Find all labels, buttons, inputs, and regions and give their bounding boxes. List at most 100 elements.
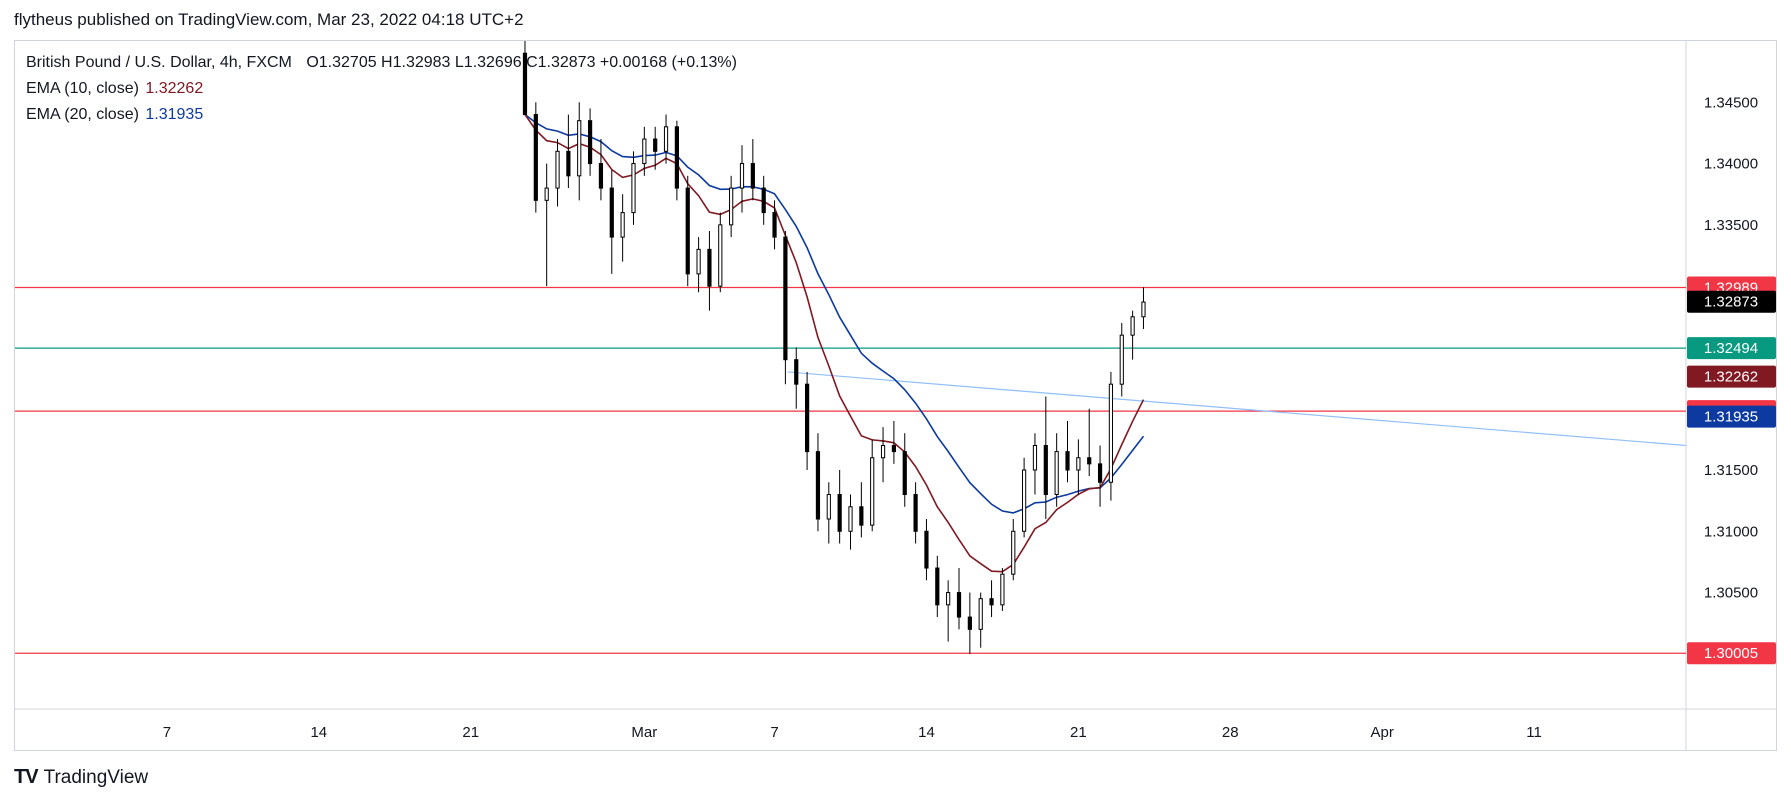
candle-body — [1054, 451, 1059, 496]
candle — [1065, 420, 1070, 483]
candle-body — [750, 163, 755, 189]
candle — [598, 139, 604, 201]
candle — [1022, 457, 1027, 538]
candle — [946, 580, 951, 642]
legend-ema20-row: EMA (20, close) 1.31935 — [26, 106, 203, 124]
candle — [1119, 322, 1124, 397]
price-label: 1.31935 — [1704, 409, 1758, 426]
legend-symbol: British Pound / U.S. Dollar, 4h, FXCM — [26, 54, 292, 71]
candle — [1130, 310, 1135, 360]
candle-body — [967, 616, 972, 630]
candle — [956, 568, 962, 630]
candle — [1076, 439, 1081, 495]
candle — [631, 151, 636, 225]
candle-body — [880, 444, 886, 459]
candle-body — [1011, 530, 1016, 575]
candle-body — [685, 187, 690, 275]
candle — [707, 230, 712, 311]
price-label-bg — [1687, 405, 1776, 428]
candle — [772, 200, 777, 250]
candle-body — [1097, 463, 1103, 483]
candle-body — [598, 163, 604, 189]
legend-ema20-label: EMA (20, close) — [26, 106, 139, 123]
candle-body — [533, 114, 538, 201]
candle — [555, 139, 560, 207]
candle — [653, 126, 658, 170]
candle — [1097, 445, 1103, 507]
candle-body — [1065, 451, 1070, 471]
candle-body — [956, 592, 962, 618]
x-tick-label: 21 — [462, 724, 479, 741]
candle-body — [696, 248, 701, 275]
candle-body — [631, 163, 636, 214]
candle-body — [1043, 444, 1048, 496]
candle — [533, 102, 538, 213]
legend-ohlc: O1.32705 H1.32983 L1.32696 C1.32873 +0.0… — [306, 54, 737, 71]
candle-body — [1000, 573, 1005, 606]
publish-header: flytheus published on TradingView.com, M… — [14, 10, 524, 29]
candle-body — [642, 138, 647, 165]
candle — [696, 237, 701, 293]
candle-body — [902, 451, 907, 496]
price-label: 1.32873 — [1704, 294, 1758, 311]
price-label-bg — [1687, 365, 1776, 388]
candle-body — [870, 457, 875, 526]
candle-body — [653, 138, 658, 152]
candle-body — [772, 212, 777, 238]
level-price-label-bg — [1687, 642, 1776, 665]
candle — [967, 592, 972, 654]
footer: TV TradingView — [14, 766, 148, 789]
legend-symbol-row: British Pound / U.S. Dollar, 4h, FXCM O1… — [26, 54, 737, 72]
candle — [739, 145, 745, 213]
candle-body — [555, 150, 560, 189]
candle — [837, 469, 842, 544]
candle — [1043, 396, 1048, 520]
y-tick-label: 1.31500 — [1704, 462, 1758, 479]
candle — [783, 230, 788, 385]
level-price-label-bg — [1687, 337, 1776, 360]
candle-body — [946, 592, 951, 606]
candle-body — [718, 224, 723, 287]
candle-body — [989, 598, 994, 606]
candle-body — [826, 494, 831, 520]
candle-body — [1022, 469, 1027, 532]
x-tick-label: 11 — [1526, 724, 1542, 741]
candle-body — [544, 187, 549, 201]
candle — [674, 120, 679, 201]
candle — [826, 482, 831, 544]
candle — [663, 114, 669, 164]
candle-body — [815, 451, 821, 520]
candle — [566, 114, 571, 189]
y-tick-label: 1.33500 — [1704, 217, 1758, 234]
legend-ema10-value: 1.32262 — [145, 80, 204, 97]
candle-body — [1130, 316, 1135, 336]
candle — [1087, 408, 1092, 477]
footer-brand: TradingView — [43, 766, 149, 788]
candle-body — [1032, 444, 1038, 471]
x-tick-label: 14 — [918, 724, 935, 741]
chart-frame[interactable] — [14, 40, 1777, 751]
candle — [522, 41, 528, 116]
candle — [685, 175, 690, 287]
x-tick-label: Mar — [631, 724, 657, 741]
candle-body — [924, 530, 929, 569]
candle — [891, 420, 897, 464]
tradingview-logo-icon: TV — [14, 766, 39, 788]
legend-ema10-row: EMA (10, close) 1.32262 — [26, 80, 203, 98]
candle-body — [761, 187, 766, 214]
candle — [913, 482, 918, 544]
candle — [577, 102, 582, 201]
y-tick-label: 1.34000 — [1704, 156, 1758, 173]
candle — [848, 494, 853, 550]
y-tick-label: 1.30500 — [1704, 585, 1758, 602]
candle — [935, 555, 940, 618]
candle — [1054, 433, 1059, 507]
candle-body — [1141, 301, 1146, 318]
level-price-label: 1.30005 — [1704, 645, 1758, 662]
candle — [804, 371, 810, 470]
level-price-label: 1.32494 — [1704, 340, 1758, 357]
candle — [989, 580, 994, 618]
candle — [870, 439, 875, 532]
candle — [587, 108, 593, 176]
